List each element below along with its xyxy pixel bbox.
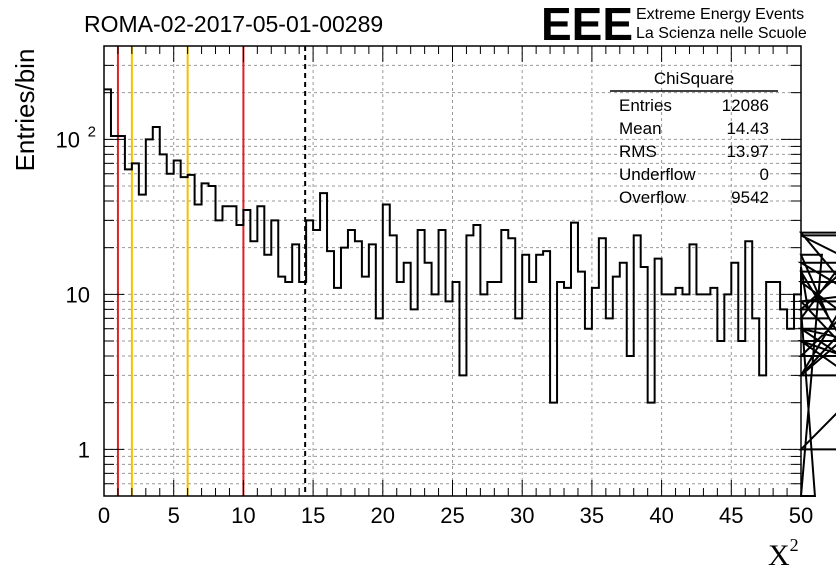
x-tick-label: 20 [371, 503, 395, 528]
stats-row-label: Entries [619, 96, 672, 115]
x-tick-label: 50 [789, 503, 813, 528]
stats-row-label: RMS [619, 142, 657, 161]
x-tick-label: 45 [719, 503, 743, 528]
stats-box: ChiSquare Entries 12086 Mean 14.43 RMS 13.97 U… [610, 69, 778, 207]
stats-row-label: Overflow [619, 188, 687, 207]
x-tick-label: 30 [510, 503, 534, 528]
y-tick-label-exponent: 2 [88, 123, 96, 140]
stats-row-label: Mean [619, 119, 662, 138]
stats-row-value: 9542 [731, 188, 769, 207]
stats-title: ChiSquare [654, 69, 734, 88]
x-tick-label: 0 [98, 503, 110, 528]
eee-logo: EEE Extreme Energy Events La Scienza nel… [541, 0, 807, 50]
x-tick-label: 35 [580, 503, 604, 528]
x-tick-labels: 0 5 10 15 20 25 30 35 40 45 50 [98, 503, 813, 528]
x-tick-label: 15 [301, 503, 325, 528]
x-axis-label: X2 [768, 535, 799, 572]
stats-row-value: 14.43 [726, 119, 769, 138]
y-axis-label: Entries/bin [10, 49, 40, 172]
logo-line-1: Extreme Energy Events [636, 6, 804, 23]
x-axis-label-superscript: 2 [790, 535, 799, 555]
y-tick-labels: 1 10 10 2 [56, 123, 96, 462]
stats-row-value: 0 [760, 165, 769, 184]
logo-line-2: La Scienza nelle Scuole [636, 25, 807, 42]
x-tick-label: 5 [168, 503, 180, 528]
eee-logo-mark: EEE [541, 0, 633, 50]
chart-title: ROMA-02-2017-05-01-00289 [84, 11, 383, 37]
reference-lines [116, 46, 307, 496]
y-tick-label: 10 [56, 127, 80, 152]
x-axis-label-base: X [768, 539, 790, 572]
x-tick-label: 40 [649, 503, 673, 528]
x-tick-label: 10 [231, 503, 255, 528]
histogram [104, 88, 836, 497]
y-tick-label: 10 [66, 282, 90, 307]
axis-ticks [103, 45, 802, 497]
y-tick-label: 1 [78, 437, 90, 462]
stats-row-label: Underflow [619, 165, 696, 184]
x-tick-label: 25 [440, 503, 464, 528]
stats-row-value: 13.97 [726, 142, 769, 161]
stats-row-value: 12086 [722, 96, 769, 115]
histogram-steps [104, 88, 836, 497]
stats-rows: Entries 12086 Mean 14.43 RMS 13.97 Underflow 0 O… [619, 96, 769, 207]
